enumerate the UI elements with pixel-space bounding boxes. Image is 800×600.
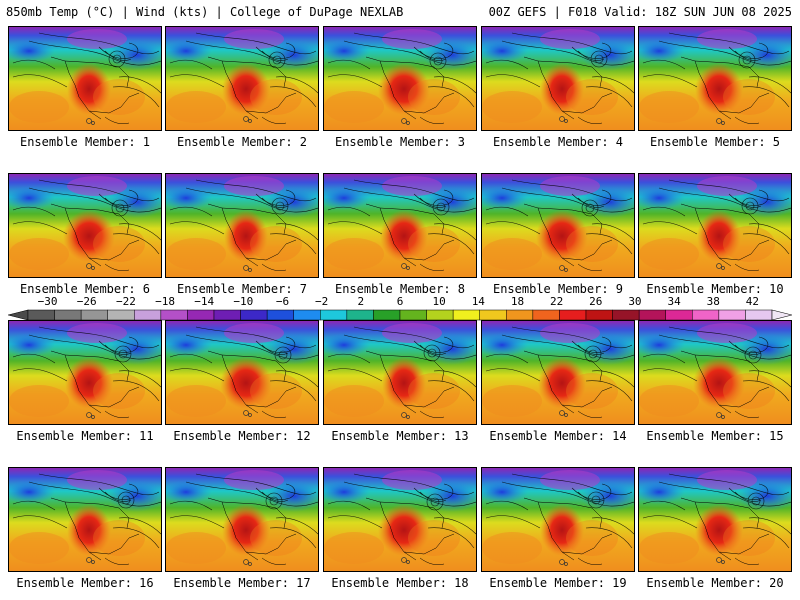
ensemble-member-label: Ensemble Member: 15	[646, 429, 784, 443]
colorbar-tick-label: −18	[155, 295, 175, 308]
ensemble-member-label: Ensemble Member: 4	[492, 135, 624, 149]
ensemble-member-map	[481, 320, 635, 425]
ensemble-member-map	[481, 173, 635, 278]
ensemble-member-label: Ensemble Member: 2	[176, 135, 308, 149]
colorbar-segment	[665, 309, 693, 321]
ensemble-member-map	[165, 173, 319, 278]
ensemble-member-label: Ensemble Member: 18	[331, 576, 469, 590]
colorbar-segment	[373, 309, 401, 321]
colorbar-tick-label: 42	[745, 295, 760, 308]
ensemble-member-label: Ensemble Member: 17	[173, 576, 311, 590]
colorbar-segment	[399, 309, 427, 321]
ensemble-member-label: Ensemble Member: 3	[334, 135, 466, 149]
colorbar-segment	[585, 309, 613, 321]
ensemble-member-map	[323, 320, 477, 425]
colorbar-segment	[479, 309, 507, 321]
colorbar-min-arrow	[8, 309, 29, 321]
colorbar-max-arrow	[771, 309, 792, 321]
colorbar-segment	[160, 309, 188, 321]
ensemble-member-map	[323, 467, 477, 572]
ensemble-member-label: Ensemble Member: 5	[649, 135, 781, 149]
colorbar-segment	[452, 309, 480, 321]
colorbar-segment	[240, 309, 268, 321]
ensemble-member-label: Ensemble Member: 11	[16, 429, 154, 443]
colorbar-tick-label: −26	[76, 295, 97, 308]
ensemble-member-map	[481, 467, 635, 572]
header-title-right: 00Z GEFS | F018 Valid: 18Z SUN JUN 08 20…	[488, 5, 792, 19]
ensemble-member-map	[481, 26, 635, 131]
colorbar-tick-label: −10	[233, 295, 254, 308]
colorbar-segment	[532, 309, 560, 321]
ensemble-member-label: Ensemble Member: 6	[19, 282, 151, 296]
colorbar-segment	[27, 309, 55, 321]
ensemble-member-map	[638, 26, 792, 131]
ensemble-member-map	[323, 173, 477, 278]
temperature-colorbar	[8, 309, 792, 321]
colorbar-segment	[559, 309, 587, 321]
colorbar-segment	[718, 309, 746, 321]
colorbar-segment	[54, 309, 82, 321]
colorbar-tick-label: 6	[396, 295, 404, 308]
ensemble-member-label: Ensemble Member: 12	[173, 429, 311, 443]
colorbar-segment	[426, 309, 454, 321]
colorbar-tick-label: 10	[432, 295, 446, 308]
colorbar-segment	[692, 309, 720, 321]
colorbar-segment	[107, 309, 135, 321]
colorbar-tick-label: −14	[194, 295, 215, 308]
ensemble-member-label: Ensemble Member: 14	[489, 429, 627, 443]
header-title-left: 850mb Temp (°C) | Wind (kts) | College o…	[6, 5, 404, 19]
ensemble-member-map	[323, 26, 477, 131]
ensemble-member-map	[165, 320, 319, 425]
colorbar-segment	[134, 309, 162, 321]
ensemble-member-map	[638, 467, 792, 572]
colorbar-segment	[745, 309, 773, 321]
colorbar-tick-label: −22	[115, 295, 136, 308]
colorbar-segment	[346, 309, 374, 321]
colorbar-tick-label: −6	[275, 295, 290, 308]
colorbar-tick-label: 22	[550, 295, 564, 308]
header: 850mb Temp (°C) | Wind (kts) | College o…	[0, 0, 800, 22]
ensemble-member-label: Ensemble Member: 9	[492, 282, 624, 296]
colorbar-tick-label: 34	[667, 295, 681, 308]
ensemble-member-label: Ensemble Member: 16	[16, 576, 154, 590]
colorbar-segment	[266, 309, 294, 321]
ensemble-member-map	[638, 320, 792, 425]
ensemble-member-label: Ensemble Member: 13	[331, 429, 469, 443]
colorbar-segment	[187, 309, 215, 321]
colorbar-tick-label: 26	[589, 295, 603, 308]
ensemble-member-label: Ensemble Member: 7	[176, 282, 308, 296]
colorbar-tick-label: 18	[510, 295, 525, 308]
colorbar-labels: −30 −26 −22 −18 −14 −10 −6 −2 2 6 10 14 18 22 26 30 34 38…	[0, 295, 800, 308]
colorbar-tick-label: 14	[471, 295, 485, 308]
colorbar-tick-label: 38	[706, 295, 720, 308]
colorbar-segment	[638, 309, 666, 321]
ensemble-member-map	[8, 320, 162, 425]
colorbar-segment	[612, 309, 640, 321]
ensemble-member-map	[8, 26, 162, 131]
ensemble-member-map	[8, 467, 162, 572]
colorbar-segment	[80, 309, 108, 321]
ensemble-member-map	[8, 173, 162, 278]
ensemble-member-label: Ensemble Member: 8	[334, 282, 466, 296]
ensemble-member-label: Ensemble Member: 1	[19, 135, 151, 149]
colorbar-segment	[293, 309, 321, 321]
ensemble-member-label: Ensemble Member: 10	[646, 282, 784, 296]
colorbar-tick-label: −30	[37, 295, 58, 308]
ensemble-member-label: Ensemble Member: 20	[646, 576, 784, 590]
colorbar-segment	[320, 309, 348, 321]
ensemble-member-map	[165, 467, 319, 572]
colorbar-tick-label: 2	[357, 295, 365, 308]
colorbar-tick-label: −2	[315, 295, 329, 308]
ensemble-member-label: Ensemble Member: 19	[489, 576, 627, 590]
colorbar-segment	[213, 309, 241, 321]
colorbar-tick-label: 30	[628, 295, 642, 308]
colorbar-segment	[506, 309, 534, 321]
ensemble-member-map	[165, 26, 319, 131]
ensemble-member-map	[638, 173, 792, 278]
